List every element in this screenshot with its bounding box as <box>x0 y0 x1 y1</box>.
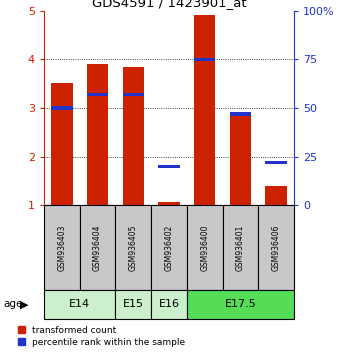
Text: GSM936405: GSM936405 <box>129 224 138 271</box>
Text: E16: E16 <box>159 299 179 309</box>
Bar <box>230 112 251 115</box>
Text: GSM936401: GSM936401 <box>236 224 245 271</box>
Text: E17.5: E17.5 <box>224 299 256 309</box>
Text: E14: E14 <box>69 299 90 309</box>
Bar <box>115 205 151 290</box>
Text: ▶: ▶ <box>20 299 29 309</box>
Bar <box>265 161 287 164</box>
Bar <box>151 205 187 290</box>
Text: age: age <box>3 299 23 309</box>
Bar <box>87 64 108 205</box>
Bar <box>187 290 294 319</box>
Bar <box>194 58 215 61</box>
Bar <box>265 186 287 205</box>
Bar <box>151 290 187 319</box>
Bar <box>158 165 180 168</box>
Bar <box>115 290 151 319</box>
Bar <box>44 290 115 319</box>
Bar <box>51 106 73 110</box>
Bar <box>194 16 215 205</box>
Bar <box>51 82 73 205</box>
Text: GSM936403: GSM936403 <box>57 224 66 271</box>
Text: GSM936404: GSM936404 <box>93 224 102 271</box>
Bar <box>223 205 258 290</box>
Title: GDS4591 / 1423901_at: GDS4591 / 1423901_at <box>92 0 246 10</box>
Bar <box>258 205 294 290</box>
Legend: transformed count, percentile rank within the sample: transformed count, percentile rank withi… <box>18 326 186 347</box>
Bar <box>123 93 144 96</box>
Bar <box>123 67 144 205</box>
Text: GSM936402: GSM936402 <box>165 224 173 271</box>
Bar <box>80 205 115 290</box>
Text: GSM936406: GSM936406 <box>272 224 281 271</box>
Bar <box>87 93 108 96</box>
Bar <box>158 202 180 205</box>
Bar <box>230 115 251 205</box>
Text: GSM936400: GSM936400 <box>200 224 209 271</box>
Bar <box>44 205 80 290</box>
Bar <box>187 205 223 290</box>
Text: E15: E15 <box>123 299 144 309</box>
